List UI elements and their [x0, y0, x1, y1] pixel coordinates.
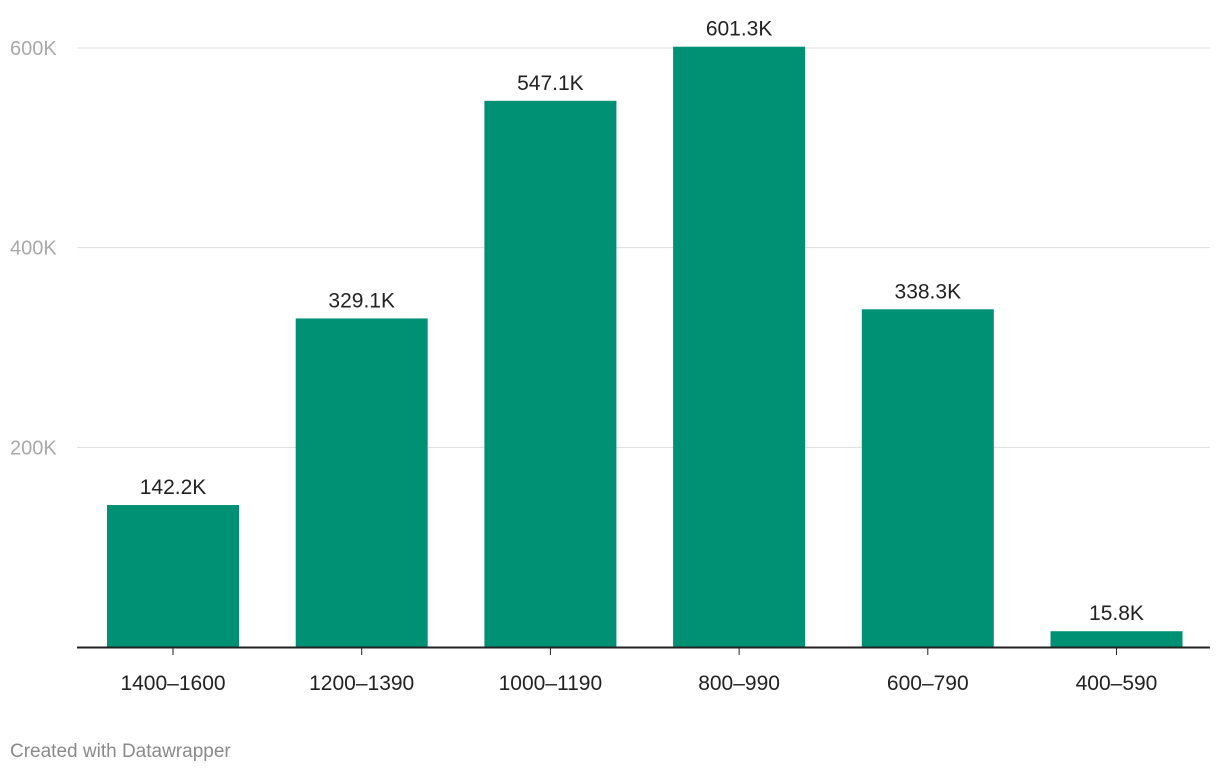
x-tick-label: 1400–1600 — [120, 672, 225, 695]
y-tick-label: 400K — [10, 238, 57, 260]
credit-text: Created with Datawrapper — [10, 741, 231, 762]
x-tick-label: 800–990 — [698, 672, 780, 695]
data-label: 547.1K — [517, 72, 584, 95]
data-labels: 142.2K 329.1K 547.1K 601.3K 338.3K 15.8K — [140, 18, 1144, 626]
bar — [295, 318, 428, 647]
bar — [484, 100, 617, 648]
data-label: 601.3K — [706, 18, 773, 41]
x-axis-ticks: 1400–1600 1200–1390 1000–1190 800–990 600–79… — [120, 648, 1157, 695]
x-tick-label: 400–590 — [1076, 672, 1158, 695]
data-label: 142.2K — [140, 476, 207, 499]
bars — [107, 46, 1183, 648]
bar — [861, 309, 994, 647]
bar — [1050, 631, 1183, 647]
x-tick-label: 1000–1190 — [499, 672, 603, 695]
data-label: 329.1K — [328, 289, 395, 312]
y-axis-ticks: 200K 400K 600K — [10, 38, 57, 459]
gridlines — [77, 47, 1210, 448]
y-tick-label: 600K — [10, 38, 57, 60]
bar — [107, 505, 239, 647]
x-tick-label: 1200–1390 — [309, 672, 414, 695]
y-tick-label: 200K — [10, 437, 57, 459]
data-label: 338.3K — [895, 280, 962, 303]
bar — [673, 46, 806, 648]
x-tick-label: 600–790 — [887, 672, 969, 695]
data-label: 15.8K — [1089, 602, 1144, 625]
